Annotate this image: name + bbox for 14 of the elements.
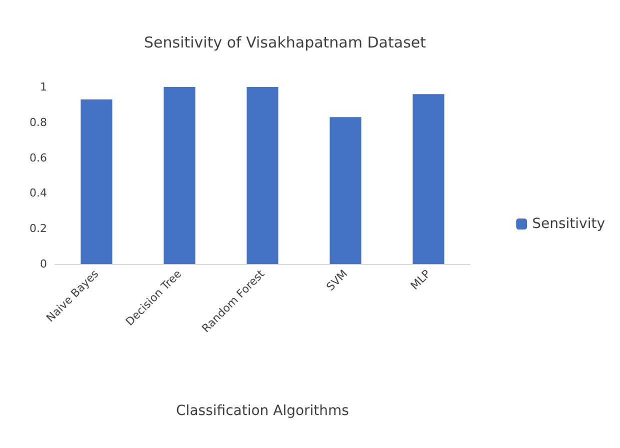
y-tick-label: 0.6: [30, 151, 47, 164]
bar: [80, 99, 112, 264]
y-tick-label: 0: [40, 258, 47, 270]
bar: [412, 94, 444, 264]
y-tick-label: 1: [40, 80, 47, 94]
bar: [246, 87, 278, 264]
x-axis-title: Classification Algorithms: [176, 403, 349, 419]
bar: [330, 117, 362, 264]
legend-label: Sensitivity: [532, 216, 606, 232]
y-tick-label: 0.2: [30, 222, 47, 236]
bar: [164, 87, 196, 264]
y-tick-label: 0.4: [30, 186, 47, 200]
chart-title: Sensitivity of Visakhapatnam Dataset: [144, 34, 426, 52]
y-tick-label: 0.8: [30, 116, 47, 129]
